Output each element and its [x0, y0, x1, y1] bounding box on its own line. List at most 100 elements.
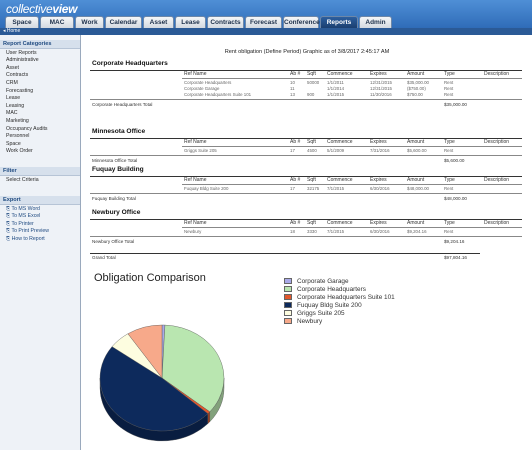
category-asset[interactable]: Asset	[6, 64, 19, 71]
table-row[interactable]: Griggs Suite 205 17 4500 5/1/2009 7/31/2016 $…	[82, 148, 532, 154]
section-total-amount: $5,600.00	[444, 158, 465, 163]
filter-select-criteria[interactable]: Select Criteria	[6, 176, 39, 183]
category-work-order[interactable]: Work Order	[6, 148, 33, 155]
chart-legend: Corporate Garage Corporate Headquarters Co…	[284, 277, 395, 325]
rows-divider	[90, 193, 522, 194]
pie-slice-corporate-headquarters	[161, 324, 225, 413]
cell-ref-name: Corporate Headquarters Suite 101	[184, 92, 252, 97]
legend-label: Newbury	[297, 317, 323, 325]
legend-swatch	[284, 286, 292, 292]
legend-item: Griggs Suite 205	[284, 309, 395, 317]
legend-item: Corporate Headquarters Suite 101	[284, 293, 395, 301]
home-link[interactable]: ◂ Home	[3, 28, 21, 34]
cell-commence: 1/1/2014	[327, 86, 345, 91]
column-header-row: Ref Name Ab # Sqft Commence Expires Amount Typ…	[82, 177, 532, 184]
column-header-description: Description	[484, 177, 510, 183]
legend-item: Corporate Garage	[284, 277, 395, 285]
rows-divider	[90, 99, 522, 100]
table-row[interactable]: Fuquay Bldg Suite 200 17 32175 7/1/2015 6/30…	[82, 186, 532, 192]
legend-swatch	[284, 310, 292, 316]
cell-expires: 6/30/2016	[370, 229, 390, 234]
cell-amount: ($750.00)	[407, 86, 426, 91]
tab-asset[interactable]: Asset	[143, 16, 174, 28]
column-header-expires: Expires	[370, 220, 387, 226]
tab-work[interactable]: Work	[75, 16, 104, 28]
column-header-sqft: Sqft	[307, 139, 316, 145]
report-content: Rent obligation (Define Period) Graphic …	[82, 35, 532, 450]
category-contracts[interactable]: Contracts	[6, 72, 29, 79]
export-how-to-report[interactable]: ⎘ How to Report	[6, 235, 45, 242]
column-header-amount: Amount	[407, 220, 425, 226]
tab-contracts[interactable]: Contracts	[207, 16, 244, 28]
category-user-reports[interactable]: User Reports	[6, 49, 37, 56]
column-header-type: Type	[444, 71, 455, 77]
cell-commence: 7/1/2015	[327, 229, 345, 234]
category-forecasting[interactable]: Forecasting	[6, 87, 34, 94]
export-to-print-preview[interactable]: ⎘ To Print Preview	[6, 228, 49, 235]
cell-type: Rent	[444, 229, 454, 234]
chart-title: Obligation Comparison	[94, 272, 206, 284]
category-lease[interactable]: Lease	[6, 95, 21, 102]
tab-lease[interactable]: Lease	[175, 16, 206, 28]
column-header-ref-name: Ref Name	[184, 220, 207, 226]
column-header-row: Ref Name Ab # Sqft Commence Expires Amount Typ…	[82, 71, 532, 78]
grand-total-amount: $97,804.16	[444, 255, 467, 260]
pie-slice-newbury	[127, 324, 163, 379]
cell-expires: 7/31/2016	[370, 148, 390, 153]
category-crm[interactable]: CRM	[6, 79, 18, 86]
column-header-sqft: Sqft	[307, 220, 316, 226]
category-marketing[interactable]: Marketing	[6, 117, 29, 124]
section-divider	[90, 138, 522, 139]
report-categories-list: User Reports Administrative Asset Contracts…	[0, 49, 80, 155]
cell-amount: $48,000.00	[407, 186, 429, 191]
table-row[interactable]: Corporate Headquarters 10 50000 1/1/2011 12/…	[82, 80, 532, 86]
pie-slice-fuquay-bldg-suite-200	[99, 346, 209, 432]
cell-ab: 10	[290, 80, 295, 85]
column-header-commence: Commence	[327, 177, 353, 183]
cell-ab: 18	[290, 229, 295, 234]
column-header-ab: Ab #	[290, 71, 301, 77]
tab-admin[interactable]: Admin	[359, 16, 392, 28]
section-heading: Minnesota Office	[92, 128, 146, 135]
legend-swatch	[284, 302, 292, 308]
app-logo[interactable]: collectiveview	[6, 2, 78, 16]
obligation-pie-chart	[99, 324, 225, 442]
cell-ref-name: Griggs Suite 205	[184, 148, 217, 153]
column-header-description: Description	[484, 71, 510, 77]
export-title: Export	[0, 195, 80, 205]
sub-bar: ◂ Home	[0, 28, 532, 35]
cell-expires: 12/31/2015	[370, 80, 392, 85]
header-divider	[182, 146, 522, 147]
tab-reports[interactable]: Reports	[320, 16, 358, 28]
filter-title: Filter	[0, 167, 80, 177]
tab-calendar[interactable]: Calendar	[105, 16, 142, 28]
cell-type: Rent	[444, 80, 454, 85]
column-header-expires: Expires	[370, 71, 387, 77]
header-divider	[182, 184, 522, 185]
table-row[interactable]: Newbury 18 3330 7/1/2015 6/30/2016 $9,204.16 R…	[82, 229, 532, 235]
export-to-printer[interactable]: ⎘ To Printer	[6, 220, 34, 227]
column-header-ab: Ab #	[290, 139, 301, 145]
category-leasing[interactable]: Leasing	[6, 102, 25, 109]
column-header-commence: Commence	[327, 71, 353, 77]
column-header-ab: Ab #	[290, 177, 301, 183]
section-divider	[90, 176, 522, 177]
tab-forecast[interactable]: Forecast	[245, 16, 282, 28]
table-row[interactable]: Corporate Headquarters Suite 101 13 900 1/1…	[82, 92, 532, 98]
cell-expires: 6/30/2016	[370, 186, 390, 191]
tab-mac[interactable]: MAC	[40, 16, 74, 28]
tab-space[interactable]: Space	[5, 16, 39, 28]
export-to-ms-word[interactable]: ⎘ To MS Word	[6, 205, 40, 212]
tab-conference[interactable]: Conference	[283, 16, 320, 28]
column-header-row: Ref Name Ab # Sqft Commence Expires Amount Typ…	[82, 220, 532, 227]
category-space[interactable]: Space	[6, 140, 21, 147]
category-personnel[interactable]: Personnel	[6, 133, 30, 140]
category-occupancy-audits[interactable]: Occupancy Audits	[6, 125, 48, 132]
cell-sqft: 50000	[307, 80, 320, 85]
cell-commence: 7/1/2015	[327, 186, 345, 191]
category-mac[interactable]: MAC	[6, 110, 18, 117]
column-header-ref-name: Ref Name	[184, 177, 207, 183]
table-row[interactable]: Corporate Garage 11 1/1/2014 12/31/2015 ($75…	[82, 86, 532, 92]
export-to-ms-excel[interactable]: ⎘ To MS Excel	[6, 213, 41, 220]
category-administrative[interactable]: Administrative	[6, 57, 39, 64]
